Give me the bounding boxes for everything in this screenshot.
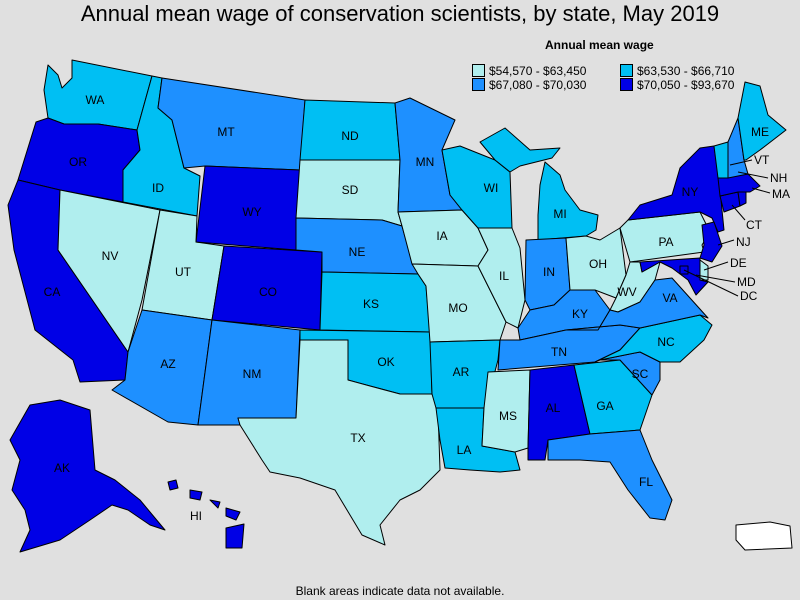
state-label-nj: NJ xyxy=(736,235,751,249)
legend-item-bin-3: $67,080 - $70,030 xyxy=(472,78,586,92)
state-label-mn: MN xyxy=(416,155,435,169)
state-label-ak: AK xyxy=(54,461,70,475)
state-label-ar: AR xyxy=(453,365,470,379)
state-label-mi: MI xyxy=(553,207,566,221)
state-label-nm: NM xyxy=(243,367,262,381)
state-label-md: MD xyxy=(737,275,756,289)
state-label-dc: DC xyxy=(740,289,758,303)
state-ri[interactable] xyxy=(737,191,747,207)
state-va[interactable] xyxy=(565,277,709,331)
legend-swatch xyxy=(472,78,485,91)
state-label-ky: KY xyxy=(572,307,588,321)
state-label-or: OR xyxy=(69,155,87,169)
state-ga[interactable] xyxy=(573,359,653,435)
state-label-wi: WI xyxy=(484,181,499,195)
state-label-ks: KS xyxy=(363,297,379,311)
legend-swatch xyxy=(472,64,485,77)
state-label-wy: WY xyxy=(242,205,261,219)
state-label-pa: PA xyxy=(658,235,673,249)
state-label-ca: CA xyxy=(44,285,61,299)
state-hi[interactable] xyxy=(167,479,245,549)
state-tx[interactable] xyxy=(237,339,441,546)
state-mi[interactable] xyxy=(537,161,599,241)
state-label-ut: UT xyxy=(175,265,192,279)
footnote: Blank areas indicate data not available. xyxy=(295,584,505,598)
state-label-ny: NY xyxy=(682,185,699,199)
state-il[interactable] xyxy=(477,227,526,329)
state-label-ok: OK xyxy=(377,355,394,369)
state-nv[interactable] xyxy=(57,189,161,353)
legend-swatch xyxy=(620,78,633,91)
state-label-co: CO xyxy=(259,285,277,299)
state-label-la: LA xyxy=(457,443,472,457)
state-label-nd: ND xyxy=(341,129,359,143)
legend-item-bin-2: $63,530 - $66,710 xyxy=(620,64,734,78)
state-label-tx: TX xyxy=(350,431,365,445)
state-fl[interactable] xyxy=(547,429,673,521)
legend-label: $63,530 - $66,710 xyxy=(637,64,735,78)
territory-pr[interactable] xyxy=(735,521,793,551)
state-nj[interactable] xyxy=(699,221,723,263)
state-ak[interactable] xyxy=(9,399,166,553)
state-label-az: AZ xyxy=(160,357,175,371)
state-label-nv: NV xyxy=(102,249,119,263)
state-label-il: IL xyxy=(499,269,509,283)
state-me[interactable] xyxy=(737,81,787,161)
state-label-fl: FL xyxy=(639,475,653,489)
state-label-oh: OH xyxy=(589,257,607,271)
state-nh[interactable] xyxy=(727,117,749,179)
legend-label: $54,570 - $63,450 xyxy=(489,64,587,78)
state-label-ga: GA xyxy=(596,399,613,413)
state-label-tn: TN xyxy=(551,345,567,359)
state-label-vt: VT xyxy=(754,153,770,167)
state-label-mt: MT xyxy=(217,125,235,139)
state-label-sc: SC xyxy=(632,367,649,381)
state-label-va: VA xyxy=(662,291,677,305)
state-label-ne: NE xyxy=(349,245,366,259)
state-label-al: AL xyxy=(546,401,561,415)
state-labels: WA OR CA ID NV UT AZ MT WY CO NM ND SD N… xyxy=(44,93,790,523)
legend: Annual mean wage $54,570 - $63,450 $63,5… xyxy=(470,36,800,96)
state-label-sd: SD xyxy=(342,183,359,197)
state-label-nh: NH xyxy=(770,171,787,185)
state-label-hi: HI xyxy=(190,509,202,523)
state-label-ms: MS xyxy=(499,409,517,423)
state-label-ma: MA xyxy=(772,187,790,201)
legend-item-bin-4: $70,050 - $93,670 xyxy=(620,78,734,92)
legend-item-bin-1: $54,570 - $63,450 xyxy=(472,64,586,78)
state-label-de: DE xyxy=(730,256,747,270)
legend-title: Annual mean wage xyxy=(545,38,654,52)
legend-label: $70,050 - $93,670 xyxy=(637,78,735,92)
state-label-wa: WA xyxy=(86,93,105,107)
state-md[interactable] xyxy=(639,257,709,296)
map-title: Annual mean wage of conservation scienti… xyxy=(80,1,720,26)
state-label-ct: CT xyxy=(746,218,763,232)
state-label-nc: NC xyxy=(657,335,675,349)
state-label-me: ME xyxy=(751,125,769,139)
state-label-ia: IA xyxy=(436,229,447,243)
state-mi-upper[interactable] xyxy=(479,127,561,173)
state-nc[interactable] xyxy=(594,314,713,363)
state-label-wv: WV xyxy=(617,285,636,299)
state-label-in: IN xyxy=(543,265,555,279)
legend-label: $67,080 - $70,030 xyxy=(489,78,587,92)
state-label-id: ID xyxy=(152,181,164,195)
legend-swatch xyxy=(620,64,633,77)
state-label-mo: MO xyxy=(448,301,467,315)
leader-lines xyxy=(683,159,771,297)
